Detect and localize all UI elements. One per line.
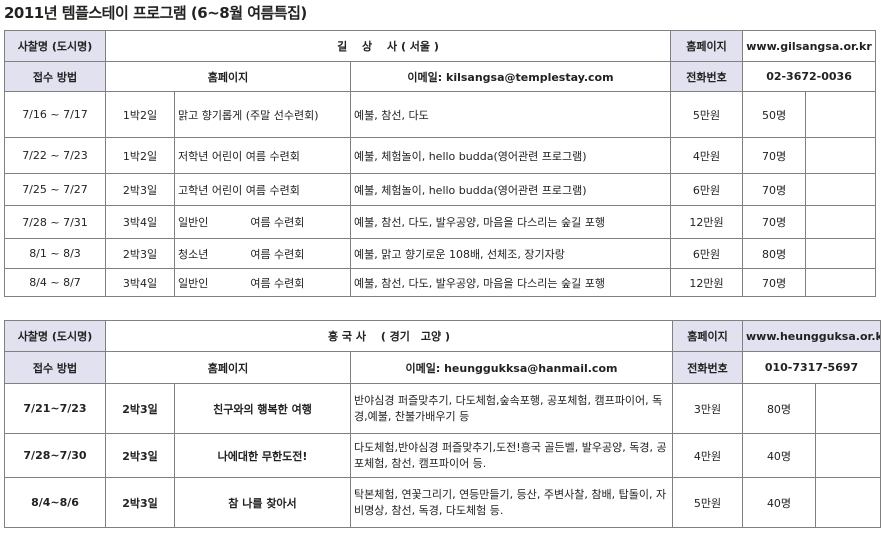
empty-cell: [805, 137, 877, 174]
program-activities: 예불, 맑고 향기로운 108배, 선체조, 장기자랑: [349, 238, 672, 269]
empty-cell: [805, 91, 877, 138]
program-capacity: 40명: [742, 477, 816, 528]
program-name: 일반인 여름 수련회: [174, 205, 351, 239]
program-row: 7/28~7/30 2박3일 나에대한 무한도전! 다도체험,반야심경 퍼즐맞추기,도…: [4, 433, 882, 478]
email[interactable]: 이메일: kilsangsa@templestay.com: [349, 61, 672, 92]
program-activities: 예불, 참선, 다도, 발우공양, 마음을 다스리는 숲길 포행: [349, 205, 672, 239]
program-duration: 2박3일: [105, 433, 175, 478]
page-title: 2011년 템플스테이 프로그램 (6~8월 여름특집): [4, 4, 307, 22]
program-activities: 반야심경 퍼즐맞추기, 다도체험,숲속포행, 공포체험, 캠프파이어, 독경,예…: [350, 383, 673, 434]
program-dates: 8/4~8/6: [4, 477, 106, 528]
program-name: 청소년 여름 수련회: [174, 238, 351, 269]
program-dates: 7/28 ~ 7/31: [4, 205, 106, 239]
program-dates: 7/25 ~ 7/27: [4, 173, 106, 206]
program-fee: 3만원: [672, 383, 743, 434]
homepage-label: 홈페이지: [672, 320, 743, 352]
phone-label: 전화번호: [670, 61, 744, 92]
program-capacity: 80명: [742, 383, 816, 434]
program-dates: 7/16 ~ 7/17: [4, 91, 106, 138]
program-activities: 예불, 체험놀이, hello budda(영어관련 프로그램): [349, 137, 672, 174]
program-name: 맑고 향기롭게 (주말 선수련회): [174, 91, 351, 138]
program-row: 8/1 ~ 8/3 2박3일 청소년 여름 수련회 예불, 맑고 향기로운 108배,…: [4, 238, 877, 269]
program-capacity: 70명: [742, 137, 807, 174]
program-capacity: 80명: [742, 238, 807, 269]
program-row: 7/25 ~ 7/27 2박3일 고학년 어린이 여름 수련회 예불, 체험놀이, h…: [4, 173, 877, 206]
temple-label: 사찰명 (도시명): [4, 320, 106, 352]
program-duration: 3박4일: [105, 268, 175, 297]
gilsangsa-table: 사찰명 (도시명) 길 상 사 ( 서울 ) 홈페이지 www.gilsangs…: [4, 30, 877, 297]
program-dates: 7/21~7/23: [4, 383, 106, 434]
program-dates: 8/4 ~ 8/7: [4, 268, 106, 297]
program-capacity: 40명: [742, 433, 816, 478]
program-fee: 12만원: [670, 268, 744, 297]
program-activities: 탁본체험, 연꽃그리기, 연등만들기, 등산, 주변사찰, 참배, 탑돌이, 자…: [350, 477, 673, 528]
empty-cell: [805, 268, 877, 297]
apply-method: 홈페이지: [105, 351, 351, 384]
program-fee: 4만원: [672, 433, 743, 478]
program-name: 나에대한 무한도전!: [174, 433, 351, 478]
program-row: 7/22 ~ 7/23 1박2일 저학년 어린이 여름 수련회 예불, 체험놀이, h…: [4, 137, 877, 174]
program-activities: 예불, 참선, 다도, 발우공양, 마음을 다스리는 숲길 포행: [349, 268, 672, 297]
program-row: 8/4 ~ 8/7 3박4일 일반인 여름 수련회 예불, 참선, 다도, 발우공양,…: [4, 268, 877, 297]
program-name: 고학년 어린이 여름 수련회: [174, 173, 351, 206]
program-fee: 6만원: [670, 173, 744, 206]
program-name: 일반인 여름 수련회: [174, 268, 351, 297]
program-row: 7/16 ~ 7/17 1박2일 맑고 향기롭게 (주말 선수련회) 예불, 참선, …: [4, 91, 877, 138]
program-activities: 다도체험,반야심경 퍼즐맞추기,도전!흥국 골든벨, 발우공양, 독경, 공포체…: [350, 433, 673, 478]
homepage-link[interactable]: www.gilsangsa.or.kr: [742, 30, 877, 62]
apply-label: 접수 방법: [4, 351, 106, 384]
empty-cell: [814, 383, 882, 434]
apply-method: 홈페이지: [105, 61, 351, 92]
program-capacity: 70명: [742, 205, 807, 239]
phone: 010-7317-5697: [741, 351, 882, 384]
homepage-link[interactable]: www.heungguksa.or.kr: [741, 320, 882, 352]
email[interactable]: 이메일: heunggukksa@hanmail.com: [350, 351, 673, 384]
apply-label: 접수 방법: [4, 61, 106, 92]
program-name: 저학년 어린이 여름 수련회: [174, 137, 351, 174]
program-name: 참 나를 찾아서: [174, 477, 351, 528]
temple-name: 흥 국 사 ( 경기 고양 ): [105, 320, 673, 352]
program-activities: 예불, 체험놀이, hello budda(영어관련 프로그램): [349, 173, 672, 206]
empty-cell: [805, 205, 877, 239]
program-fee: 4만원: [670, 137, 744, 174]
empty-cell: [805, 238, 877, 269]
program-fee: 5만원: [670, 91, 744, 138]
program-duration: 1박2일: [105, 137, 175, 174]
program-duration: 3박4일: [105, 205, 175, 239]
program-duration: 1박2일: [105, 91, 175, 138]
program-fee: 5만원: [672, 477, 743, 528]
program-capacity: 50명: [742, 91, 807, 138]
program-capacity: 70명: [742, 268, 807, 297]
program-duration: 2박3일: [105, 238, 175, 269]
program-capacity: 70명: [742, 173, 807, 206]
empty-cell: [814, 433, 882, 478]
empty-cell: [805, 173, 877, 206]
program-dates: 7/28~7/30: [4, 433, 106, 478]
program-row: 7/28 ~ 7/31 3박4일 일반인 여름 수련회 예불, 참선, 다도, 발우공…: [4, 205, 877, 239]
program-row: 7/21~7/23 2박3일 친구와의 행복한 여행 반야심경 퍼즐맞추기, 다도체…: [4, 383, 882, 434]
heungguksa-table: 사찰명 (도시명) 흥 국 사 ( 경기 고양 ) 홈페이지 www.heung…: [4, 320, 882, 528]
phone-label: 전화번호: [672, 351, 743, 384]
temple-label: 사찰명 (도시명): [4, 30, 106, 62]
program-name: 친구와의 행복한 여행: [174, 383, 351, 434]
program-activities: 예불, 참선, 다도: [349, 91, 672, 138]
temple-name: 길 상 사 ( 서울 ): [104, 30, 672, 62]
empty-cell: [814, 477, 882, 528]
program-fee: 6만원: [670, 238, 744, 269]
program-duration: 2박3일: [105, 383, 175, 434]
program-fee: 12만원: [670, 205, 744, 239]
program-duration: 2박3일: [105, 173, 175, 206]
homepage-label: 홈페이지: [670, 30, 744, 62]
program-row: 8/4~8/6 2박3일 참 나를 찾아서 탁본체험, 연꽃그리기, 연등만들기, 등…: [4, 477, 882, 528]
phone: 02-3672-0036: [742, 61, 877, 92]
program-duration: 2박3일: [105, 477, 175, 528]
program-dates: 7/22 ~ 7/23: [4, 137, 106, 174]
program-dates: 8/1 ~ 8/3: [4, 238, 106, 269]
